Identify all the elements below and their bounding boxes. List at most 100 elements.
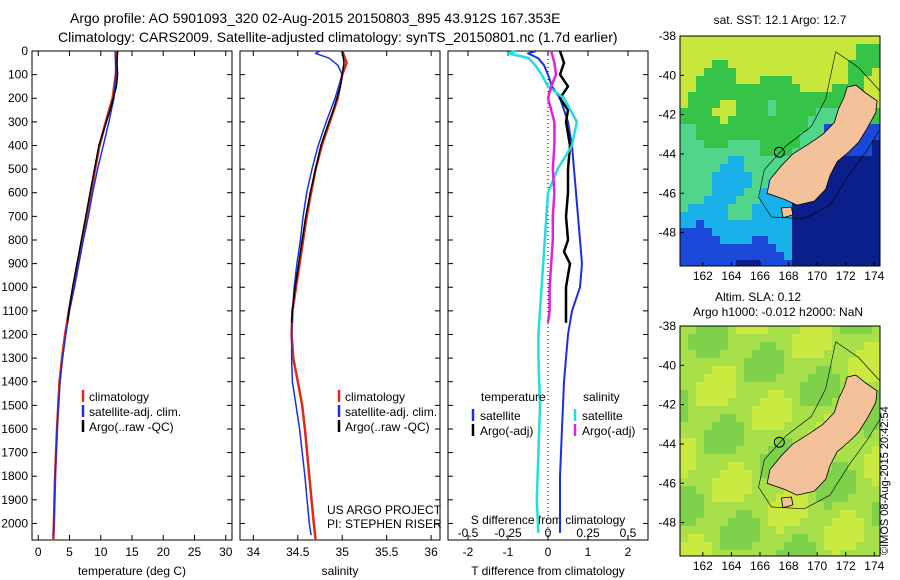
map-cell: [872, 406, 880, 414]
map-cell: [864, 180, 872, 188]
map-cell: [856, 52, 864, 60]
map-cell: [680, 430, 688, 438]
map-cell: [712, 374, 720, 382]
map-cell: [736, 446, 744, 454]
map-cell: [720, 44, 728, 52]
map-cell: [728, 132, 736, 140]
map-cell: [736, 204, 744, 212]
map-cell: [736, 502, 744, 510]
y-tick-label: 300: [8, 115, 28, 129]
map-cell: [712, 164, 720, 172]
map-cell: [768, 366, 776, 374]
map-cell: [872, 228, 880, 236]
map-cell: [712, 212, 720, 220]
map-cell: [688, 390, 696, 398]
map-cell: [800, 132, 808, 140]
map-cell: [736, 220, 744, 228]
map-cell: [832, 326, 840, 334]
map-cell: [768, 382, 776, 390]
y-tick-label: -46: [659, 476, 677, 490]
map-cell: [680, 220, 688, 228]
map-cell: [712, 382, 720, 390]
map-cell: [744, 164, 752, 172]
map-cell: [712, 398, 720, 406]
map-cell: [784, 124, 792, 132]
map-cell: [712, 462, 720, 470]
map-cell: [784, 350, 792, 358]
map-cell: [696, 470, 704, 478]
map-cell: [736, 36, 744, 44]
map-cell: [728, 350, 736, 358]
map-cell: [864, 542, 872, 550]
map-cell: [688, 172, 696, 180]
map-cell: [696, 502, 704, 510]
map-cell: [752, 350, 760, 358]
map-cell: [704, 244, 712, 252]
map-cell: [712, 100, 720, 108]
map-cell: [792, 44, 800, 52]
map-cell: [736, 236, 744, 244]
map-cell: [824, 534, 832, 542]
map-cell: [704, 180, 712, 188]
map-cell: [736, 60, 744, 68]
map-cell: [776, 382, 784, 390]
map-cell: [752, 550, 760, 556]
map-cell: [760, 100, 768, 108]
map-cell: [680, 196, 688, 204]
map-cell: [808, 116, 816, 124]
map-cell: [688, 260, 696, 266]
legend-entry: Argo(-adj): [480, 424, 533, 438]
map-cell: [680, 100, 688, 108]
map-cell: [744, 326, 752, 334]
map-cell: [784, 52, 792, 60]
map-cell: [848, 212, 856, 220]
map-cell: [784, 334, 792, 342]
map-cell: [688, 60, 696, 68]
map-cell: [760, 252, 768, 260]
map-cell: [736, 486, 744, 494]
map-cell: [776, 204, 784, 212]
map-cell: [872, 236, 880, 244]
land-stewart-island: [780, 496, 794, 509]
header-line1: Argo profile: AO 5901093_320 02-Aug-2015…: [70, 10, 561, 26]
map-cell: [792, 350, 800, 358]
map-cell: [680, 422, 688, 430]
map-cell: [720, 36, 728, 44]
map-cell: [784, 366, 792, 374]
series-line-1: [290, 50, 348, 541]
map-cell: [704, 84, 712, 92]
map-cell: [864, 446, 872, 454]
map-cell: [720, 542, 728, 550]
map-cell: [720, 204, 728, 212]
x2-tick-label: 0.25: [576, 526, 600, 540]
map-cell: [752, 84, 760, 92]
map-cell: [864, 510, 872, 518]
map-cell: [712, 244, 720, 252]
map-cell: [752, 68, 760, 76]
map-cell: [872, 260, 880, 266]
map-cell: [712, 44, 720, 52]
map-cell: [720, 494, 728, 502]
map-cell: [792, 542, 800, 550]
map-cell: [752, 518, 760, 526]
map-cell: [712, 542, 720, 550]
series-line-1: [527, 50, 583, 533]
map-cell: [704, 550, 712, 556]
map-cell: [832, 390, 840, 398]
map-cell: [680, 108, 688, 116]
x-tick-label: -1: [503, 545, 514, 559]
map-cell: [872, 550, 880, 556]
map-cell: [816, 252, 824, 260]
map-cell: [832, 84, 840, 92]
map-cell: [752, 462, 760, 470]
map-cell: [776, 92, 784, 100]
map-cell: [704, 164, 712, 172]
map-cell: [800, 422, 808, 430]
map-cell: [792, 502, 800, 510]
map-cell: [704, 390, 712, 398]
map-cell: [744, 76, 752, 84]
map-cell: [832, 342, 840, 350]
map-cell: [696, 100, 704, 108]
map-cell: [872, 470, 880, 478]
map-cell: [856, 438, 864, 446]
